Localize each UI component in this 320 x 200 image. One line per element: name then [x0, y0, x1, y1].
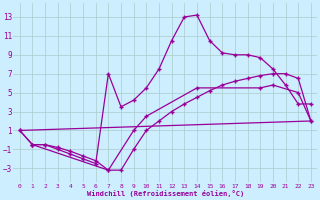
X-axis label: Windchill (Refroidissement éolien,°C): Windchill (Refroidissement éolien,°C) [87, 190, 244, 197]
